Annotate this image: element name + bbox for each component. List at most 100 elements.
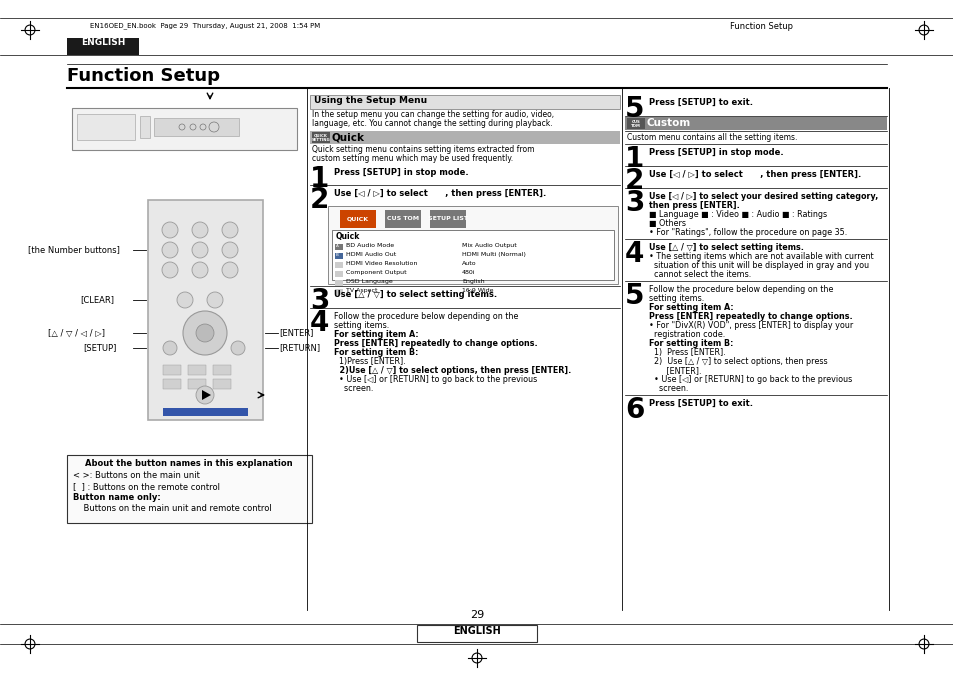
Text: 3: 3 (624, 189, 643, 217)
Text: Press [ENTER] repeatedly to change options.: Press [ENTER] repeatedly to change optio… (648, 312, 852, 321)
Text: ENGLISH: ENGLISH (81, 38, 125, 47)
Text: • For "DivX(R) VOD", press [ENTER] to display your: • For "DivX(R) VOD", press [ENTER] to di… (648, 321, 852, 330)
Text: 4: 4 (310, 309, 329, 337)
Text: 1: 1 (310, 165, 329, 193)
Text: CUS
TOM: CUS TOM (630, 120, 640, 128)
Text: A: A (335, 244, 338, 248)
Circle shape (222, 262, 237, 278)
Bar (77, 114, 135, 140)
Text: About the button names in this explanation: About the button names in this explanati… (85, 459, 293, 468)
Text: English: English (461, 279, 484, 284)
Text: QUICK: QUICK (347, 216, 369, 222)
Circle shape (163, 341, 177, 355)
Text: In the setup menu you can change the setting for audio, video,: In the setup menu you can change the set… (312, 110, 554, 119)
Circle shape (192, 222, 208, 238)
Bar (335, 262, 343, 268)
Text: 6: 6 (624, 396, 643, 424)
Bar (67, 455, 312, 523)
Text: [SETUP]: [SETUP] (83, 344, 116, 353)
Text: registration code.: registration code. (648, 330, 724, 339)
Text: Custom: Custom (646, 118, 691, 128)
Circle shape (192, 262, 208, 278)
Bar (430, 210, 465, 228)
Text: Press [SETUP] in stop mode.: Press [SETUP] in stop mode. (334, 168, 468, 177)
Bar (385, 210, 420, 228)
Text: Follow the procedure below depending on the: Follow the procedure below depending on … (648, 285, 833, 294)
Text: screen.: screen. (648, 384, 688, 393)
Text: 1: 1 (624, 145, 643, 173)
Text: 2)Use [△ / ▽] to select options, then press [ENTER].: 2)Use [△ / ▽] to select options, then pr… (334, 366, 571, 375)
Bar (312, 132, 330, 143)
Text: custom setting menu which may be used frequently.: custom setting menu which may be used fr… (312, 154, 513, 163)
Text: Mix Audio Output: Mix Audio Output (461, 243, 517, 248)
Circle shape (183, 311, 227, 355)
Circle shape (177, 292, 193, 308)
Text: [  ] : Buttons on the remote control: [ ] : Buttons on the remote control (73, 482, 220, 491)
Bar (188, 365, 206, 375)
Text: [the Number buttons]: [the Number buttons] (28, 245, 120, 255)
Text: ■ Others: ■ Others (648, 219, 685, 228)
Text: HDMI Audio Out: HDMI Audio Out (346, 252, 395, 257)
Bar (335, 280, 343, 286)
Text: [CLEAR]: [CLEAR] (80, 295, 113, 305)
Text: 480i: 480i (461, 270, 475, 275)
Bar (163, 379, 181, 389)
Text: [ENTER].: [ENTER]. (648, 366, 700, 375)
Bar (328, 206, 618, 284)
Bar (335, 271, 343, 277)
Text: • The setting items which are not available with current: • The setting items which are not availa… (648, 252, 873, 261)
Bar (332, 230, 614, 280)
Text: Use [◁ / ▷] to select      , then press [ENTER].: Use [◁ / ▷] to select , then press [ENTE… (334, 189, 546, 198)
Bar (310, 95, 619, 109)
Text: For setting item A:: For setting item A: (334, 330, 418, 339)
Text: 5: 5 (624, 282, 644, 310)
Circle shape (162, 222, 178, 238)
Text: Custom menu contains all the setting items.: Custom menu contains all the setting ite… (626, 133, 797, 142)
Text: For setting item B:: For setting item B: (334, 348, 418, 357)
Bar (624, 117, 886, 130)
Bar (71, 108, 296, 150)
Text: Component Output: Component Output (346, 270, 406, 275)
Bar (140, 116, 150, 138)
Text: HDMI Multi (Normal): HDMI Multi (Normal) (461, 252, 525, 257)
Text: setting items.: setting items. (648, 294, 703, 303)
Polygon shape (202, 390, 211, 400)
Text: 1)Press [ENTER].: 1)Press [ENTER]. (334, 357, 405, 366)
Text: 29: 29 (470, 610, 483, 620)
Bar (163, 408, 248, 416)
Text: HDMI Video Resolution: HDMI Video Resolution (346, 261, 416, 266)
Text: Quick: Quick (332, 132, 365, 142)
Text: Using the Setup Menu: Using the Setup Menu (314, 96, 427, 105)
Text: DSD Language: DSD Language (346, 279, 393, 284)
Text: [△ / ▽ / ◁ / ▷]: [△ / ▽ / ◁ / ▷] (48, 328, 105, 338)
Text: Button name only:: Button name only: (73, 493, 161, 502)
Text: 4: 4 (624, 240, 643, 268)
Text: Function Setup: Function Setup (67, 67, 220, 85)
Text: ENGLISH: ENGLISH (453, 626, 500, 636)
Text: • Use [◁] or [RETURN] to go back to the previous: • Use [◁] or [RETURN] to go back to the … (648, 375, 851, 384)
Text: [ENTER]: [ENTER] (278, 328, 313, 338)
Text: Use [△ / ▽] to select setting items.: Use [△ / ▽] to select setting items. (334, 290, 497, 299)
Text: Press [SETUP] to exit.: Press [SETUP] to exit. (648, 98, 752, 107)
Text: TV Aspect: TV Aspect (346, 288, 377, 293)
Bar (67, 38, 139, 55)
Text: For setting item B:: For setting item B: (648, 339, 733, 348)
Circle shape (231, 341, 245, 355)
Circle shape (162, 242, 178, 258)
Bar (188, 379, 206, 389)
Bar (626, 118, 644, 129)
Text: [RETURN]: [RETURN] (278, 344, 320, 353)
Circle shape (195, 324, 213, 342)
Circle shape (222, 222, 237, 238)
Text: Auto: Auto (461, 261, 476, 266)
Bar (310, 131, 619, 144)
Text: < >: Buttons on the main unit: < >: Buttons on the main unit (73, 471, 200, 480)
Text: setting items.: setting items. (334, 321, 389, 330)
Text: Follow the procedure below depending on the: Follow the procedure below depending on … (334, 312, 517, 321)
Bar (148, 200, 263, 420)
Circle shape (222, 242, 237, 258)
Circle shape (162, 262, 178, 278)
Text: Function Setup: Function Setup (729, 22, 792, 31)
Bar (416, 625, 537, 642)
Bar (213, 379, 231, 389)
